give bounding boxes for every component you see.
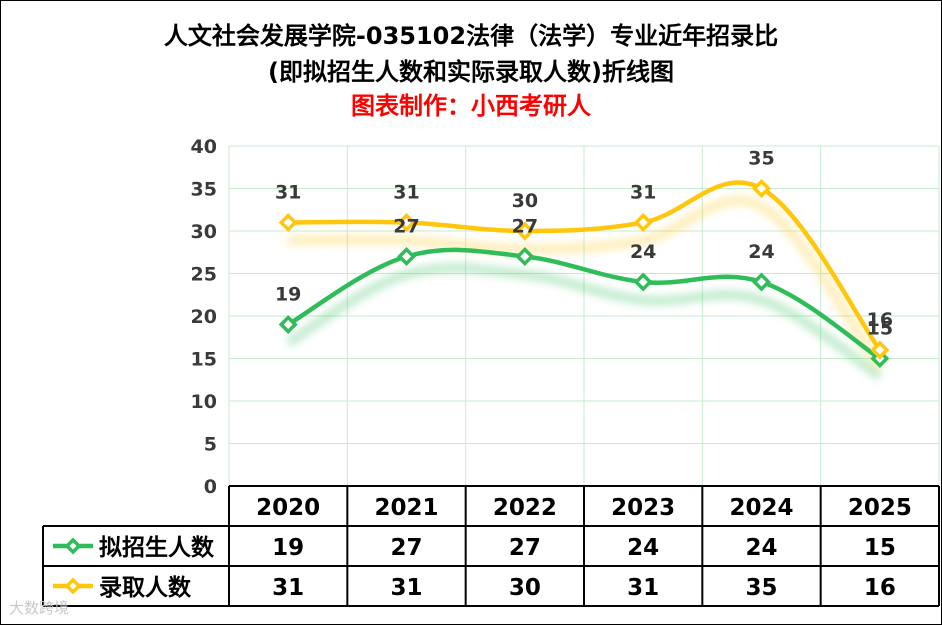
table-cell-value: 27	[390, 535, 422, 561]
data-label: 31	[393, 182, 419, 204]
data-label: 24	[630, 241, 656, 263]
x-category-label: 2022	[493, 495, 557, 521]
x-category-label: 2021	[374, 495, 438, 521]
data-label: 19	[275, 284, 301, 306]
data-label: 16	[867, 309, 893, 331]
table-cell-value: 35	[745, 575, 777, 601]
table-cell-value: 30	[509, 575, 541, 601]
data-point-marker	[633, 213, 653, 232]
data-point-marker	[278, 213, 298, 232]
data-point-marker	[515, 247, 535, 266]
data-label: 30	[512, 190, 538, 212]
y-tick-label: 20	[191, 306, 217, 328]
series-markers	[278, 179, 890, 368]
legend-entry: 拟招生人数	[99, 534, 215, 561]
chart-title: 人文社会发展学院-035102法律（法学）专业近年招录比	[163, 22, 779, 50]
y-tick-label: 40	[191, 136, 217, 158]
y-tick-label: 15	[191, 349, 217, 371]
table-cell-value: 31	[627, 575, 659, 601]
data-label: 15	[867, 318, 893, 340]
table-cell-value: 31	[272, 575, 304, 601]
table-cell-value: 15	[864, 535, 896, 561]
y-tick-label: 35	[191, 179, 217, 201]
table-cell-value: 19	[272, 535, 304, 561]
y-tick-label: 25	[191, 264, 217, 286]
legend-marker	[64, 537, 82, 555]
table-cell-value: 24	[627, 535, 659, 561]
data-label: 31	[630, 182, 656, 204]
watermark: 大数跨境	[9, 599, 70, 617]
data-point-marker	[397, 247, 416, 266]
series-shadow-1	[285, 262, 883, 381]
data-point-marker	[633, 272, 653, 292]
table-cell-value: 16	[864, 575, 896, 601]
y-tick-label: 10	[191, 391, 217, 413]
y-tick-label: 30	[191, 221, 217, 243]
y-tick-label: 0	[204, 476, 217, 498]
chart-subtitle: (即拟招生人数和实际录取人数)折线图	[268, 58, 674, 86]
data-point-marker	[752, 272, 771, 292]
x-category-label: 2024	[729, 495, 793, 521]
data-label: 27	[393, 216, 419, 238]
data-point-marker	[752, 179, 771, 198]
data-label: 27	[512, 216, 538, 238]
x-category-label: 2025	[848, 495, 912, 521]
x-category-label: 2023	[611, 495, 675, 521]
x-category-label: 2020	[256, 495, 320, 521]
series-line-1	[285, 247, 883, 361]
data-label: 35	[748, 148, 774, 170]
line-shadows	[285, 195, 884, 381]
y-tick-label: 5	[204, 434, 217, 456]
series-shadow-2	[288, 195, 884, 371]
data-label: 24	[748, 241, 774, 263]
legend-marker	[64, 577, 82, 595]
data-labels: 19 27 27 24 24 15 31 31 30 31 35 16	[275, 148, 893, 340]
table-cell-value: 24	[745, 535, 777, 561]
legend-entry: 录取人数	[99, 575, 192, 601]
data-point-marker	[515, 221, 535, 241]
data-point-marker	[397, 213, 416, 232]
data-point-marker	[278, 315, 298, 334]
table-cell-value: 31	[390, 575, 422, 601]
y-axis-ticks: 0 5 10 15 20 25 30 35 40	[191, 136, 217, 498]
data-label: 31	[275, 182, 301, 204]
table-cell-value: 27	[509, 535, 541, 561]
data-table: 2020 2021 2022 2023 2024 2025 拟招生人数 19 27 27 24 24 1…	[42, 485, 940, 607]
data-point-marker	[870, 340, 890, 360]
chart-credit: 图表制作：小西考研人	[351, 92, 591, 120]
